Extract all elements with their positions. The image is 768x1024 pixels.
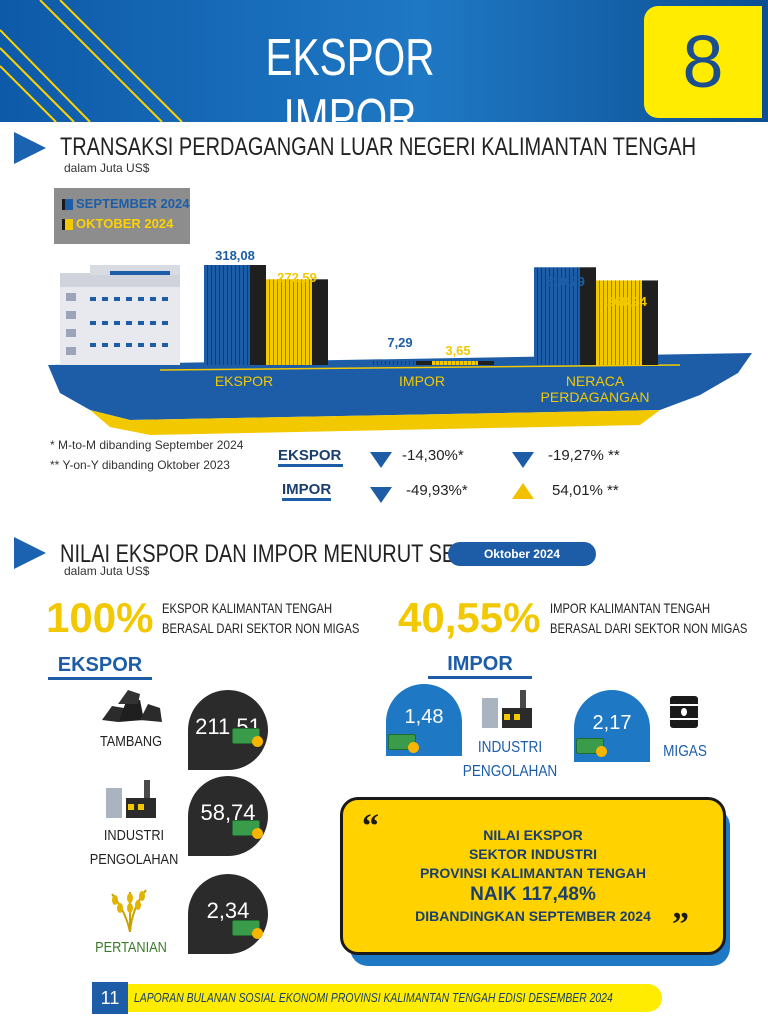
impor-migas-value: 2,17 xyxy=(574,690,650,762)
section1-title: TRANSAKSI PERDAGANGAN LUAR NEGERI KALIMA… xyxy=(60,133,697,161)
chart-legend: SEPTEMBER 2024 OKTOBER 2024 xyxy=(54,188,190,244)
note-yoy: ** Y-on-Y dibanding Oktober 2023 xyxy=(50,458,230,472)
bar-ekspor-okt xyxy=(266,279,328,365)
section-arrow-icon xyxy=(14,537,46,569)
quote-line-5: DIBANDINGKAN SEPTEMBER 2024 xyxy=(415,908,651,924)
impor-subheading: IMPOR xyxy=(428,653,532,679)
section1-unit: dalam Juta US$ xyxy=(64,161,150,175)
quote-text: NILAI EKSPOR SEKTOR INDUSTRI PROVINSI KA… xyxy=(346,826,720,926)
coin-icon xyxy=(596,746,607,757)
coin-icon xyxy=(252,928,263,939)
period-badge: Oktober 2024 xyxy=(448,542,596,566)
open-quote-icon: “ xyxy=(362,808,379,845)
impor-nonmigas-pct: 40,55% xyxy=(398,594,541,641)
ekspor-sector-industri-2: PENGOLAHAN xyxy=(89,851,179,868)
legend-sep-label: SEPTEMBER 2024 xyxy=(76,196,190,211)
coin-icon xyxy=(408,742,419,753)
ekspor-nonmigas-pct: 100% xyxy=(46,594,154,641)
bar-value-impor-okt: 3,65 xyxy=(445,343,471,358)
quote-line-1: NILAI EKSPOR xyxy=(483,827,583,843)
quote-line-3: PROVINSI KALIMANTAN TENGAH xyxy=(419,865,647,881)
bar-neraca-sep xyxy=(534,267,596,365)
quote-line-4: NAIK 117,48% xyxy=(470,884,596,905)
change-key-ekspor: EKSPOR xyxy=(278,447,344,467)
impor-desc-line2: BERASAL DARI SEKTOR NON MIGAS xyxy=(550,620,748,636)
decorative-stripes xyxy=(0,0,183,122)
legend-okt-swatch xyxy=(62,219,73,231)
impor-sector-industri-1: INDUSTRI xyxy=(477,739,543,756)
bar-value-impor-sep: 7,29 xyxy=(387,335,413,350)
header-banner xyxy=(0,0,768,122)
coal-icon xyxy=(102,690,162,722)
impor-mtm-change: -49,93%* xyxy=(406,482,468,499)
ship-hull-stripe xyxy=(90,410,660,435)
bar-ekspor-sep xyxy=(204,265,266,365)
footer-bar xyxy=(92,984,662,1012)
legend-sep-swatch xyxy=(62,199,73,211)
impor-sector-migas: MIGAS xyxy=(663,743,707,760)
ekspor-sector-tambang: TAMBANG xyxy=(99,733,163,750)
factory-icon xyxy=(106,780,156,818)
coin-icon xyxy=(252,828,263,839)
footer-text: LAPORAN BULANAN SOSIAL EKONOMI PROVINSI … xyxy=(134,990,613,1005)
coin-icon xyxy=(252,736,263,747)
ekspor-desc-line2: BERASAL DARI SEKTOR NON MIGAS xyxy=(162,620,360,636)
highlight-quote-box xyxy=(340,797,726,955)
footer-page-number: 11 xyxy=(92,982,128,1014)
page-title: EKSPOR IMPOR xyxy=(265,29,435,147)
section2-title: NILAI EKSPOR DAN IMPOR MENURUT SEKTOR xyxy=(60,540,511,568)
arrow-down-icon xyxy=(370,487,392,503)
bar-impor-sep xyxy=(370,361,432,365)
ekspor-industri-value: 58,74 xyxy=(188,776,268,856)
ekspor-pertanian-value: 2,34 xyxy=(188,874,268,954)
category-label-neraca: NERACA PERDAGANGAN xyxy=(540,373,650,405)
bar-impor-okt xyxy=(432,361,494,365)
ekspor-mtm-change: -14,30%* xyxy=(402,447,464,464)
arrow-up-icon xyxy=(512,483,534,499)
bars-layer xyxy=(204,265,658,365)
close-quote-icon: ” xyxy=(672,906,689,943)
category-label-ekspor: EKSPOR xyxy=(214,373,274,389)
category-label-impor: IMPOR xyxy=(399,373,445,389)
bar-value-neraca-okt: 268,94 xyxy=(607,294,647,309)
impor-sector-industri-2: PENGOLAHAN xyxy=(462,763,558,780)
rice-plant-icon xyxy=(111,889,147,932)
impor-desc-line1: IMPOR KALIMANTAN TENGAH xyxy=(550,600,711,616)
ekspor-yoy-change: -19,27% ** xyxy=(548,447,620,464)
quote-line-2: SEKTOR INDUSTRI xyxy=(468,846,598,862)
arrow-down-icon xyxy=(512,452,534,468)
bar-value-neraca-sep: 310,79 xyxy=(545,274,585,289)
bar-neraca-okt xyxy=(596,280,658,365)
deck-line xyxy=(159,364,681,371)
cargo-ship-chart xyxy=(48,265,752,435)
change-key-impor: IMPOR xyxy=(282,481,332,501)
arrow-down-icon xyxy=(370,452,392,468)
legend-oktober: OKTOBER 2024 xyxy=(54,214,190,234)
impor-yoy-change: 54,01% ** xyxy=(552,482,619,499)
ekspor-sector-industri-1: INDUSTRI xyxy=(103,827,165,844)
section-arrow-icon xyxy=(14,132,46,164)
chapter-number: 8 xyxy=(682,20,724,103)
ekspor-sector-pertanian: PERTANIAN xyxy=(95,939,167,956)
section2-unit: dalam Juta US$ xyxy=(64,564,150,578)
note-mtm: * M-to-M dibanding September 2024 xyxy=(50,438,244,452)
ekspor-subheading: EKSPOR xyxy=(48,654,152,680)
ship-cabin-icon xyxy=(60,265,180,365)
legend-okt-label: OKTOBER 2024 xyxy=(76,216,174,231)
chapter-number-box: 8 xyxy=(644,6,762,118)
factory-icon xyxy=(482,690,532,728)
legend-september: SEPTEMBER 2024 xyxy=(54,194,190,214)
bar-value-ekspor-sep: 318,08 xyxy=(215,248,255,263)
bar-value-ekspor-okt: 272,59 xyxy=(277,270,317,285)
ekspor-desc-line1: EKSPOR KALIMANTAN TENGAH xyxy=(162,600,333,616)
oil-barrel-icon xyxy=(670,696,698,728)
